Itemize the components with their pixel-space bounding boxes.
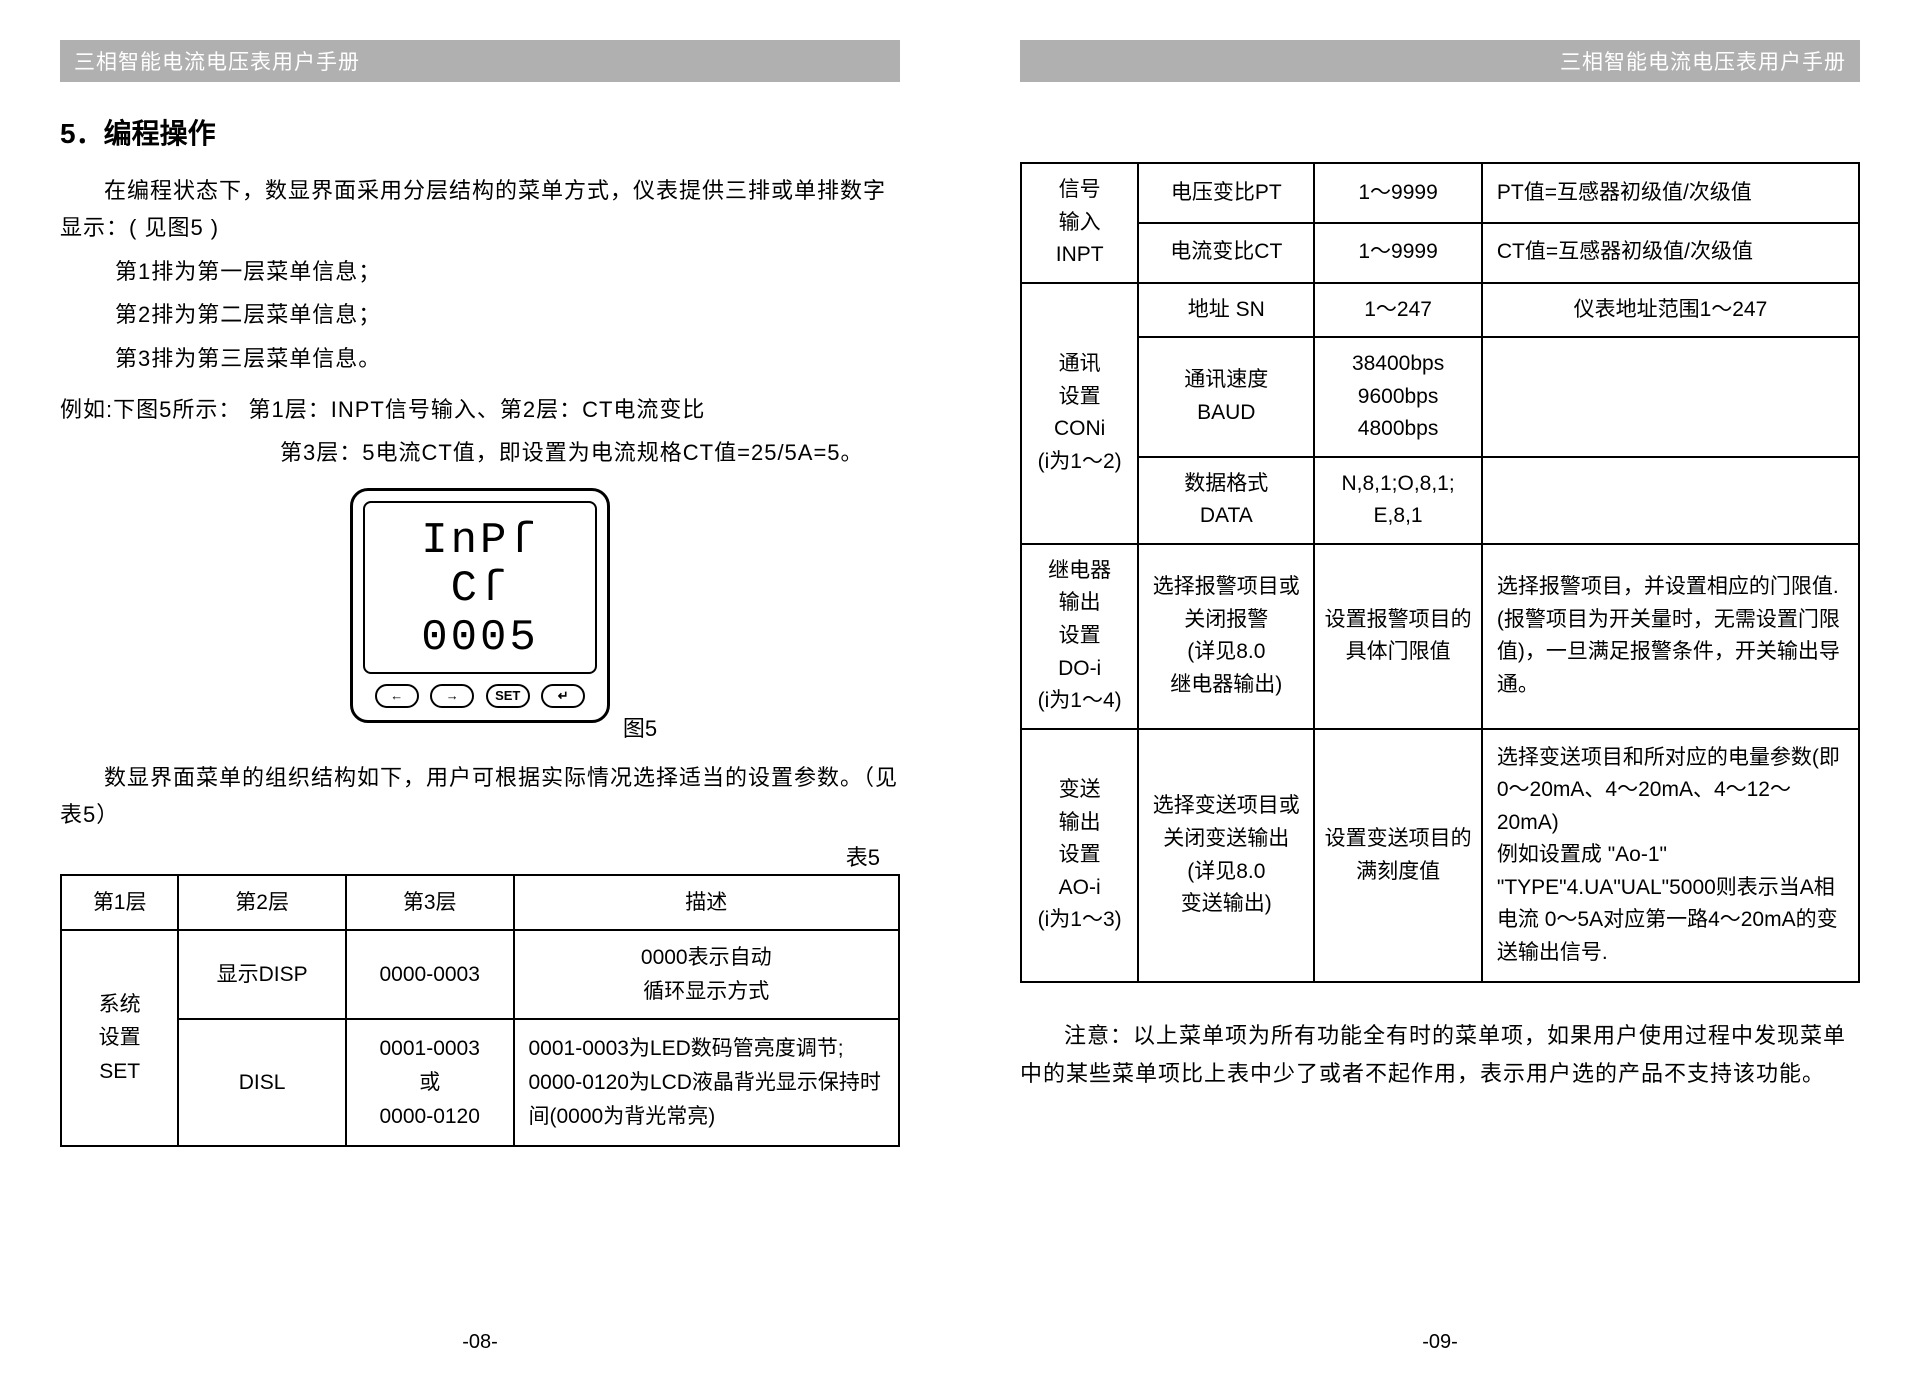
cell-pt: 电压变比PT <box>1138 163 1314 223</box>
table-header-row: 第1层 第2层 第3层 描述 <box>61 875 899 931</box>
cell-baud-desc <box>1482 337 1859 457</box>
cell-group-aoi: 变送 输出 设置 AO-i (i为1～3) <box>1021 729 1138 983</box>
table-row: 通讯速度 BAUD 38400bps 9600bps 4800bps <box>1021 337 1859 457</box>
cell-group-inpt: 信号 输入 INPT <box>1021 163 1138 283</box>
cell-group-doi: 继电器 输出 设置 DO-i (i为1～4) <box>1021 544 1138 729</box>
cell-disp-desc: 0000表示自动 循环显示方式 <box>514 930 900 1019</box>
cell-ct: 电流变比CT <box>1138 223 1314 283</box>
device-button-row: ← → SET ↵ <box>363 684 597 708</box>
page-header-left: 三相智能电流电压表用户手册 <box>60 40 900 82</box>
intro-row-1: 第1排为第一层菜单信息； <box>60 253 900 290</box>
example-block: 例如:下图5所示： 第1层：INPT信号输入、第2层：CT电流变比 第3层：5电… <box>60 391 900 472</box>
device-button-left: ← <box>375 684 419 708</box>
cell-disl-range: 0001-0003 或 0000-0120 <box>346 1019 514 1146</box>
cell-pt-desc: PT值=互感器初级值/次级值 <box>1482 163 1859 223</box>
menu-table-right: 信号 输入 INPT 电压变比PT 1～9999 PT值=互感器初级值/次级值 … <box>1020 162 1860 983</box>
cell-disp-range: 0000-0003 <box>346 930 514 1019</box>
cell-sn-range: 1～247 <box>1314 283 1482 338</box>
table-row: DISL 0001-0003 或 0000-0120 0001-0003为LED… <box>61 1019 899 1146</box>
cell-data-desc <box>1482 457 1859 544</box>
cell-pt-range: 1～9999 <box>1314 163 1482 223</box>
th-desc: 描述 <box>514 875 900 931</box>
cell-do-range: 设置报警项目的具体门限值 <box>1314 544 1482 729</box>
device-frame: InPſ Cſ 0005 ← → SET ↵ <box>350 488 610 723</box>
cell-data-range: N,8,1;O,8,1; E,8,1 <box>1314 457 1482 544</box>
lcd-line-1: InPſ <box>373 517 587 565</box>
cell-ao-item: 选择变送项目或关闭变送输出 (详见8.0 变送输出) <box>1138 729 1314 983</box>
lcd-line-2: Cſ <box>373 565 587 613</box>
intro-row-2: 第2排为第二层菜单信息； <box>60 296 900 333</box>
cell-ct-desc: CT值=互感器初级值/次级值 <box>1482 223 1859 283</box>
table-row: 通讯 设置 CONi (i为1～2) 地址 SN 1～247 仪表地址范围1～2… <box>1021 283 1859 338</box>
th-layer2: 第2层 <box>178 875 346 931</box>
note-text: 注意：以上菜单项为所有功能全有时的菜单项，如果用户使用过程中发现菜单中的某些菜单… <box>1020 1017 1860 1092</box>
cell-ct-range: 1～9999 <box>1314 223 1482 283</box>
menu-table-left: 第1层 第2层 第3层 描述 系统 设置 SET 显示DISP 0000-000… <box>60 874 900 1148</box>
table-row: 变送 输出 设置 AO-i (i为1～3) 选择变送项目或关闭变送输出 (详见8… <box>1021 729 1859 983</box>
device-button-enter: ↵ <box>541 684 585 708</box>
cell-disl-desc: 0001-0003为LED数码管亮度调节; 0000-0120为LCD液晶背光显… <box>514 1019 900 1146</box>
example-line-2: 第3层：5电流CT值，即设置为电流规格CT值=25/5A=5。 <box>60 434 900 471</box>
page-right: 三相智能电流电压表用户手册 信号 输入 INPT 电压变比PT 1～9999 P… <box>960 0 1920 1386</box>
table-row: 系统 设置 SET 显示DISP 0000-0003 0000表示自动 循环显示… <box>61 930 899 1019</box>
device-figure: InPſ Cſ 0005 ← → SET ↵ <box>350 488 610 723</box>
device-button-right: → <box>430 684 474 708</box>
cell-ao-range: 设置变送项目的满刻度值 <box>1314 729 1482 983</box>
section-title: 5．编程操作 <box>60 112 900 152</box>
page-number-left: -08- <box>0 1331 960 1354</box>
table-row: 信号 输入 INPT 电压变比PT 1～9999 PT值=互感器初级值/次级值 <box>1021 163 1859 223</box>
page-number-right: -09- <box>960 1331 1920 1354</box>
cell-group-coni: 通讯 设置 CONi (i为1～2) <box>1021 283 1138 544</box>
figure-caption: 图5 <box>380 711 900 743</box>
th-layer1: 第1层 <box>61 875 178 931</box>
table-row: 数据格式 DATA N,8,1;O,8,1; E,8,1 <box>1021 457 1859 544</box>
table5-caption: 表5 <box>846 840 880 872</box>
intro-row-3: 第3排为第三层菜单信息。 <box>60 340 900 377</box>
cell-sn-desc: 仪表地址范围1～247 <box>1482 283 1859 338</box>
device-button-set: SET <box>486 684 530 708</box>
para-2: 数显界面菜单的组织结构如下，用户可根据实际情况选择适当的设置参数。（见表5） <box>60 759 900 834</box>
th-layer3: 第3层 <box>346 875 514 931</box>
cell-do-item: 选择报警项目或关闭报警 (详见8.0 继电器输出) <box>1138 544 1314 729</box>
cell-data: 数据格式 DATA <box>1138 457 1314 544</box>
table-row: 电流变比CT 1～9999 CT值=互感器初级值/次级值 <box>1021 223 1859 283</box>
page-header-right: 三相智能电流电压表用户手册 <box>1020 40 1860 82</box>
cell-group-set: 系统 设置 SET <box>61 930 178 1146</box>
page-left: 三相智能电流电压表用户手册 5．编程操作 在编程状态下，数显界面采用分层结构的菜… <box>0 0 960 1386</box>
table-row: 继电器 输出 设置 DO-i (i为1～4) 选择报警项目或关闭报警 (详见8.… <box>1021 544 1859 729</box>
cell-disp: 显示DISP <box>178 930 346 1019</box>
lcd-line-3: 0005 <box>373 614 587 662</box>
cell-baud-range: 38400bps 9600bps 4800bps <box>1314 337 1482 457</box>
cell-disl: DISL <box>178 1019 346 1146</box>
intro-paragraph: 在编程状态下，数显界面采用分层结构的菜单方式，仪表提供三排或单排数字显示：( 见… <box>60 172 900 247</box>
example-line-1: 例如:下图5所示： 第1层：INPT信号输入、第2层：CT电流变比 <box>60 391 900 428</box>
cell-baud: 通讯速度 BAUD <box>1138 337 1314 457</box>
cell-ao-desc: 选择变送项目和所对应的电量参数(即0～20mA、4～20mA、4～12～20mA… <box>1482 729 1859 983</box>
cell-do-desc: 选择报警项目，并设置相应的门限值.(报警项目为开关量时，无需设置门限值)，一旦满… <box>1482 544 1859 729</box>
cell-sn: 地址 SN <box>1138 283 1314 338</box>
lcd-display: InPſ Cſ 0005 <box>363 501 597 674</box>
